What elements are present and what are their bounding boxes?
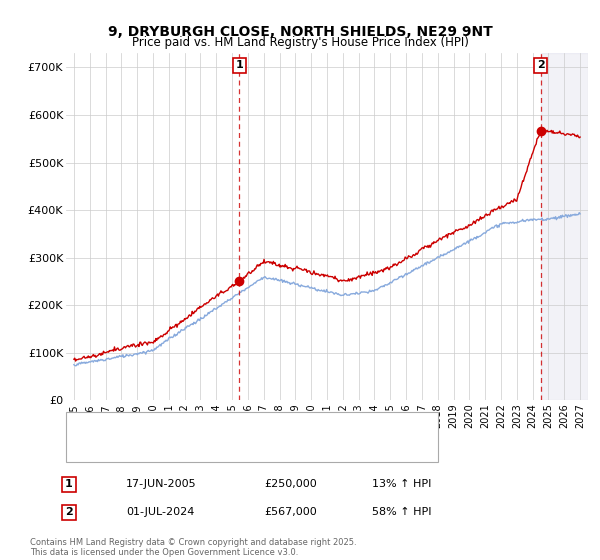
Text: 9, DRYBURGH CLOSE, NORTH SHIELDS, NE29 9NT (detached house): 9, DRYBURGH CLOSE, NORTH SHIELDS, NE29 9… bbox=[105, 422, 437, 432]
Text: 17-JUN-2005: 17-JUN-2005 bbox=[126, 479, 197, 489]
Text: £567,000: £567,000 bbox=[264, 507, 317, 517]
Text: HPI: Average price, detached house, North Tyneside: HPI: Average price, detached house, Nort… bbox=[105, 445, 359, 454]
Text: Price paid vs. HM Land Registry's House Price Index (HPI): Price paid vs. HM Land Registry's House … bbox=[131, 36, 469, 49]
Text: 2: 2 bbox=[536, 60, 544, 71]
Text: 2: 2 bbox=[65, 507, 73, 517]
Text: —: — bbox=[78, 420, 92, 433]
Text: 58% ↑ HPI: 58% ↑ HPI bbox=[372, 507, 431, 517]
Bar bbox=[541, 53, 588, 400]
Text: £250,000: £250,000 bbox=[264, 479, 317, 489]
Text: 1: 1 bbox=[65, 479, 73, 489]
Text: Contains HM Land Registry data © Crown copyright and database right 2025.
This d: Contains HM Land Registry data © Crown c… bbox=[30, 538, 356, 557]
Text: 9, DRYBURGH CLOSE, NORTH SHIELDS, NE29 9NT: 9, DRYBURGH CLOSE, NORTH SHIELDS, NE29 9… bbox=[107, 25, 493, 39]
Text: 13% ↑ HPI: 13% ↑ HPI bbox=[372, 479, 431, 489]
Text: —: — bbox=[78, 442, 92, 456]
Text: 01-JUL-2024: 01-JUL-2024 bbox=[126, 507, 194, 517]
Text: 1: 1 bbox=[235, 60, 243, 71]
